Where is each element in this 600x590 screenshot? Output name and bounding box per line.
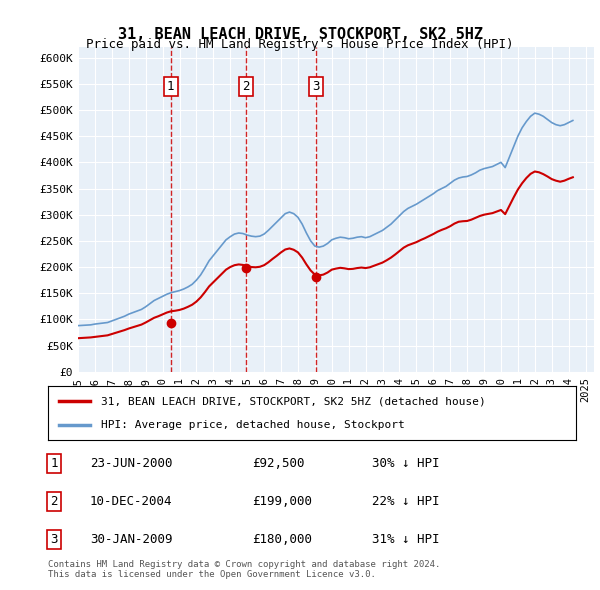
Text: £199,000: £199,000 bbox=[252, 495, 312, 508]
Text: 31, BEAN LEACH DRIVE, STOCKPORT, SK2 5HZ (detached house): 31, BEAN LEACH DRIVE, STOCKPORT, SK2 5HZ… bbox=[101, 396, 485, 407]
Text: 30% ↓ HPI: 30% ↓ HPI bbox=[372, 457, 439, 470]
Text: 31, BEAN LEACH DRIVE, STOCKPORT, SK2 5HZ: 31, BEAN LEACH DRIVE, STOCKPORT, SK2 5HZ bbox=[118, 27, 482, 41]
Text: 23-JUN-2000: 23-JUN-2000 bbox=[90, 457, 173, 470]
Text: HPI: Average price, detached house, Stockport: HPI: Average price, detached house, Stoc… bbox=[101, 419, 404, 430]
Text: 3: 3 bbox=[313, 80, 320, 93]
Text: 3: 3 bbox=[50, 533, 58, 546]
Text: 1: 1 bbox=[50, 457, 58, 470]
Text: 10-DEC-2004: 10-DEC-2004 bbox=[90, 495, 173, 508]
Text: Price paid vs. HM Land Registry's House Price Index (HPI): Price paid vs. HM Land Registry's House … bbox=[86, 38, 514, 51]
Text: 31% ↓ HPI: 31% ↓ HPI bbox=[372, 533, 439, 546]
Text: 2: 2 bbox=[50, 495, 58, 508]
Text: 1: 1 bbox=[167, 80, 175, 93]
Text: £180,000: £180,000 bbox=[252, 533, 312, 546]
Text: 30-JAN-2009: 30-JAN-2009 bbox=[90, 533, 173, 546]
Text: 2: 2 bbox=[242, 80, 250, 93]
Text: Contains HM Land Registry data © Crown copyright and database right 2024.
This d: Contains HM Land Registry data © Crown c… bbox=[48, 560, 440, 579]
Text: £92,500: £92,500 bbox=[252, 457, 305, 470]
Text: 22% ↓ HPI: 22% ↓ HPI bbox=[372, 495, 439, 508]
